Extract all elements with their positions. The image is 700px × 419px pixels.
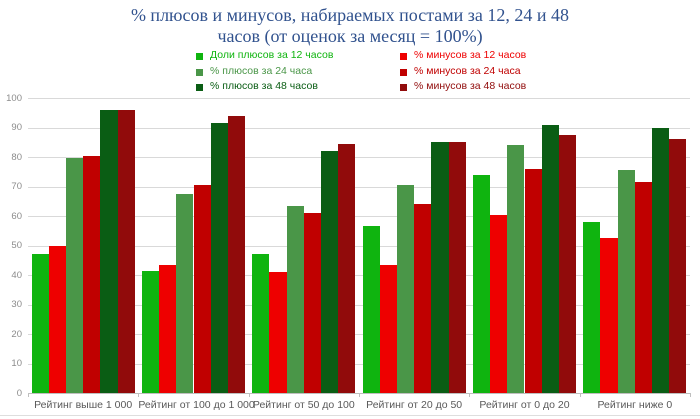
bar	[48, 245, 66, 393]
y-axis-label: 40	[11, 269, 22, 281]
bar	[159, 264, 177, 393]
legend-label: % минусов за 12 часов	[414, 49, 527, 61]
gridline	[28, 98, 690, 99]
bar	[303, 213, 322, 393]
bar	[617, 170, 635, 393]
bar	[396, 185, 415, 393]
y-axis-label: 20	[11, 328, 22, 340]
bar	[583, 221, 601, 393]
bar	[558, 134, 577, 393]
legend-swatch-icon	[400, 68, 407, 76]
bar	[117, 109, 135, 393]
y-axis-label: 60	[11, 210, 22, 222]
bar	[490, 214, 508, 393]
gridline	[28, 186, 690, 188]
legend-swatch-icon	[196, 84, 203, 92]
bar	[269, 272, 287, 393]
bar	[176, 193, 194, 393]
y-axis-label: 50	[11, 240, 22, 251]
y-axis-label: 10	[11, 358, 22, 369]
y-axis-label: 100	[6, 92, 22, 104]
bar	[414, 204, 432, 393]
legend-swatch-icon	[196, 53, 203, 60]
x-axis-tick	[469, 393, 471, 397]
x-axis-label: Рейтинг от 100 до 1 000	[138, 399, 255, 411]
x-axis-tick	[359, 393, 360, 397]
legend-label: Доли плюсов за 12 часов	[210, 49, 334, 61]
bar	[338, 143, 356, 393]
x-axis-tick	[138, 393, 140, 397]
x-axis-label: Рейтинг от 50 до 100	[252, 399, 355, 411]
x-axis-label: Рейтинг выше 1 000	[34, 399, 133, 411]
bar	[431, 142, 449, 393]
gridline	[28, 363, 690, 365]
legend-label: % минусов за 24 часа	[414, 64, 521, 77]
gridline	[28, 127, 690, 129]
bar	[634, 182, 653, 393]
x-axis-tick	[579, 393, 581, 397]
bar	[541, 124, 559, 393]
gridline	[28, 334, 690, 335]
bar	[83, 155, 101, 393]
bar	[252, 254, 270, 393]
gridline	[28, 304, 690, 306]
bar	[65, 158, 84, 393]
bar	[669, 139, 687, 393]
y-axis-label: 90	[11, 122, 22, 133]
y-axis-label: 70	[11, 181, 22, 192]
bar	[193, 185, 211, 393]
bar	[472, 174, 491, 393]
bar	[652, 127, 670, 393]
legend-swatch-icon	[400, 53, 407, 60]
bar	[141, 270, 160, 393]
x-axis-tick	[28, 393, 29, 397]
x-axis-tick	[248, 393, 250, 397]
x-axis-tick	[690, 393, 691, 397]
gridline	[28, 245, 690, 247]
x-axis-label: Рейтинг от 20 до 50	[366, 399, 463, 411]
legend-swatch-icon	[196, 68, 203, 76]
bar	[100, 109, 118, 393]
legend-label: % плюсов за 48 часов	[210, 80, 318, 93]
bar	[448, 142, 466, 393]
bar	[362, 226, 380, 393]
bar	[210, 123, 228, 393]
bar	[227, 115, 246, 393]
gridline	[28, 157, 690, 158]
chart-title-line2: часов (от оценок за месяц = 100%)	[217, 26, 483, 46]
x-axis-label: Рейтинг ниже 0	[597, 399, 673, 411]
x-axis-label: Рейтинг от 0 до 20	[479, 399, 570, 411]
chart-title-line1: % плюсов и минусов, набираемых постами з…	[130, 5, 570, 25]
bar	[31, 254, 49, 393]
y-axis-label: 80	[11, 151, 22, 163]
bar	[321, 151, 339, 393]
bottom-border	[0, 415, 700, 416]
bar	[507, 145, 525, 393]
y-axis-label: 0	[16, 387, 22, 399]
bar	[600, 238, 618, 393]
gridline	[28, 216, 690, 217]
y-axis-label: 30	[11, 299, 22, 310]
chart-title: % плюсов и минусов, набираемых постами з…	[0, 5, 700, 47]
bar	[524, 168, 542, 393]
bar	[286, 205, 304, 393]
legend-swatch-icon	[400, 84, 407, 92]
legend-label: % минусов за 48 часов	[414, 80, 527, 93]
gridline	[28, 275, 690, 276]
bar	[379, 264, 397, 393]
legend-label: % плюсов за 24 часа	[210, 64, 313, 77]
